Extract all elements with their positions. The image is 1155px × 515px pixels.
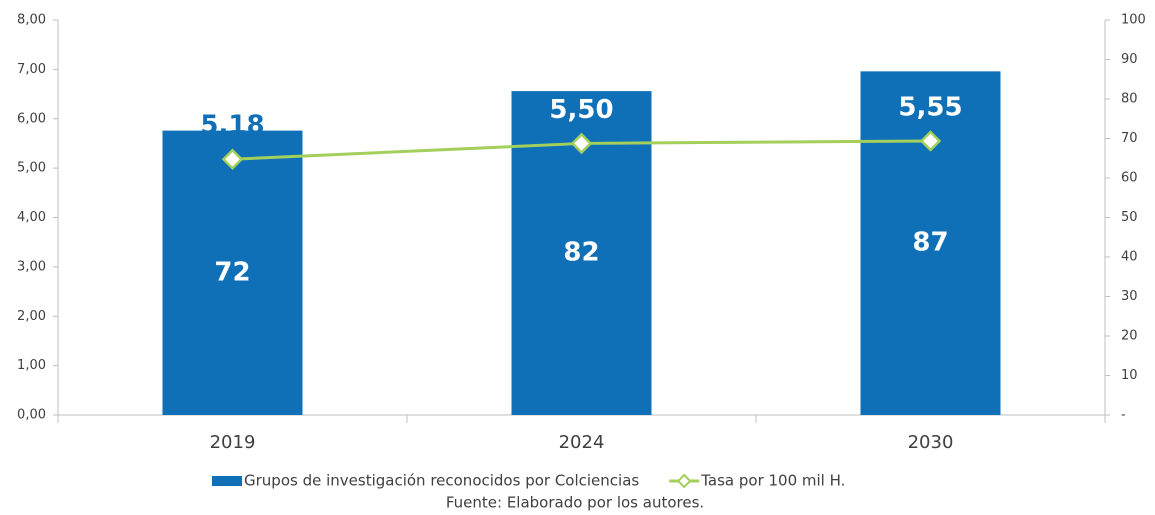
legend-label: Grupos de investigación reconocidos por … xyxy=(244,472,639,490)
y2-tick-label: 100 xyxy=(1121,13,1146,28)
line-marker xyxy=(221,148,244,171)
y2-tick-label: 10 xyxy=(1121,368,1138,383)
x-tick-label: 2030 xyxy=(908,432,954,453)
y-tick-label: 3,00 xyxy=(17,259,46,274)
y2-tick-label: 70 xyxy=(1121,131,1138,146)
legend-label: Tasa por 100 mil H. xyxy=(700,472,845,490)
y-tick-label: 4,00 xyxy=(17,210,46,225)
y2-tick-label: 20 xyxy=(1121,329,1138,344)
y2-tick-label: 40 xyxy=(1121,250,1138,265)
y-tick-label: 6,00 xyxy=(17,111,46,126)
bar xyxy=(860,71,1001,415)
y-tick-label: 2,00 xyxy=(17,309,46,324)
y2-tick-label: 60 xyxy=(1121,171,1138,186)
source: Fuente: Elaborado por los autores. xyxy=(446,494,704,512)
x-tick-label: 2024 xyxy=(559,432,605,453)
line-marker xyxy=(570,132,593,155)
y2-tick-label: 50 xyxy=(1121,210,1138,225)
bar-label: 72 xyxy=(214,257,250,287)
bar-label: 87 xyxy=(912,228,948,258)
bar xyxy=(162,130,303,415)
line-label: 5,50 xyxy=(549,95,613,125)
y2-tick-label: 90 xyxy=(1121,52,1138,67)
line-marker xyxy=(919,130,942,152)
y-tick-label: 1,00 xyxy=(17,358,46,373)
y2-tick-label: 30 xyxy=(1121,289,1138,304)
y-tick-label: 8,00 xyxy=(17,13,46,28)
legend-swatch xyxy=(676,473,692,489)
y2-tick-label: 80 xyxy=(1121,92,1138,107)
bar-label: 82 xyxy=(563,238,599,268)
y-tick-label: 0,00 xyxy=(17,408,46,423)
line-label: 5,55 xyxy=(898,92,962,122)
x-tick-label: 2019 xyxy=(210,432,256,453)
y-tick-label: 7,00 xyxy=(17,62,46,77)
legend-swatch xyxy=(212,476,242,486)
y2-tick-label: - xyxy=(1121,408,1126,423)
y-tick-label: 5,00 xyxy=(17,161,46,176)
line-label: 5,18 xyxy=(200,111,264,141)
